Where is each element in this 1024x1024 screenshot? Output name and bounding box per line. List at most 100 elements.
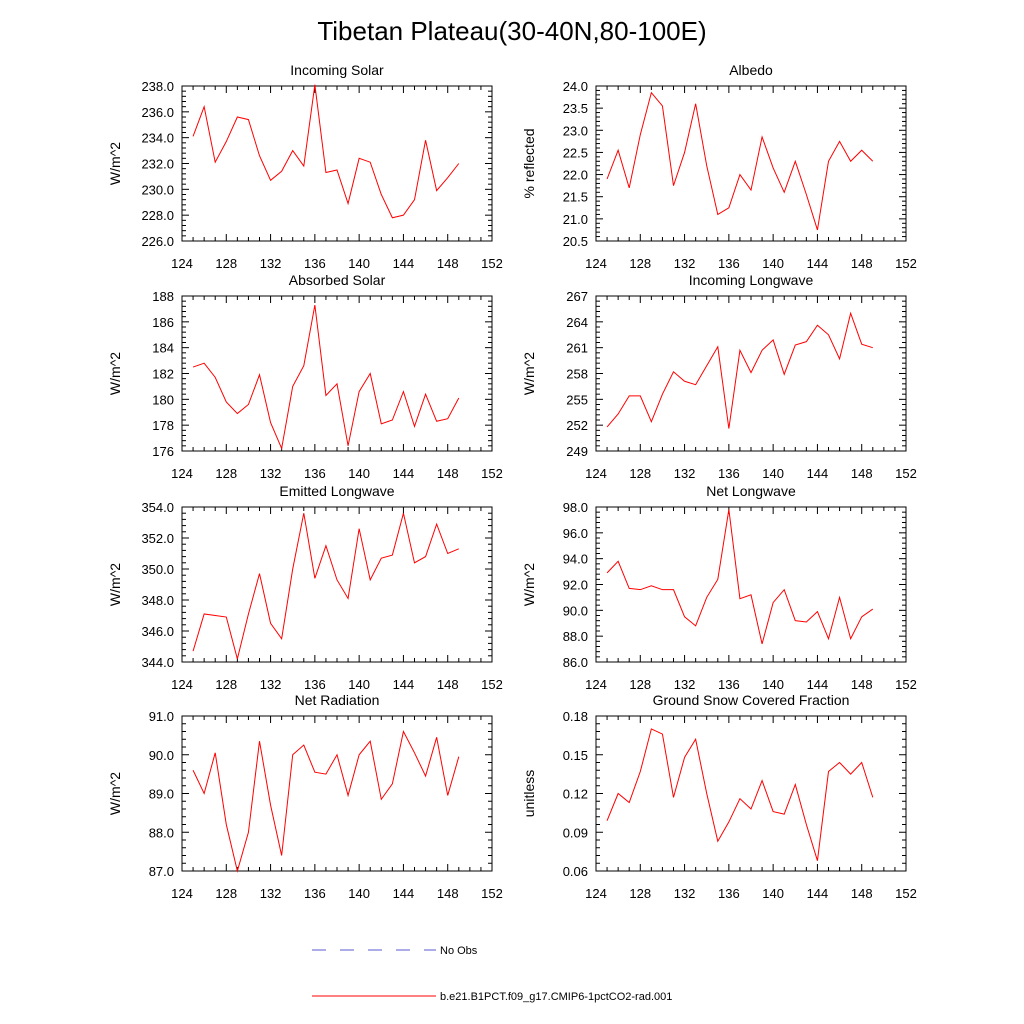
y-tick-label: 96.0	[563, 526, 588, 541]
x-tick-label: 148	[437, 886, 459, 901]
x-tick-label: 144	[393, 677, 415, 692]
y-tick-label: 98.0	[563, 500, 588, 515]
y-tick-label: 0.06	[563, 864, 588, 879]
x-tick-label: 124	[171, 886, 193, 901]
x-tick-label: 148	[851, 886, 873, 901]
panel-title: Net Radiation	[295, 692, 380, 708]
x-tick-label: 140	[762, 886, 784, 901]
y-tick-label: 258	[566, 367, 588, 382]
plot-frame	[181, 85, 493, 242]
panel-0: Incoming Solar W/m^2 124 128 132 136 140 144 148…	[107, 62, 503, 271]
x-tick-label: 144	[807, 886, 829, 901]
x-tick-label: 132	[674, 256, 696, 271]
panel-6: Net Radiation W/m^2 124 128 132 136 140 144 148 1…	[107, 692, 503, 901]
x-tick-label: 152	[481, 256, 503, 271]
x-tick-label: 144	[393, 886, 415, 901]
x-tick-label: 144	[807, 466, 829, 481]
x-tick-label: 148	[437, 677, 459, 692]
plot-frame	[181, 506, 493, 663]
y-tick-label: 232.0	[141, 157, 174, 172]
series-line	[192, 84, 460, 219]
x-tick-label: 140	[348, 886, 370, 901]
x-tick-label: 140	[348, 677, 370, 692]
series-line	[192, 513, 459, 660]
series-line	[606, 728, 874, 861]
x-tick-label: 124	[585, 256, 607, 271]
x-tick-label: 140	[762, 256, 784, 271]
y-tick-label: 252	[566, 418, 588, 433]
x-tick-label: 132	[260, 677, 282, 692]
x-tick-label: 124	[171, 256, 193, 271]
x-tick-label: 136	[718, 886, 740, 901]
plot-frame	[181, 715, 493, 872]
y-tick-label: 0.15	[563, 748, 588, 763]
panel-title: Absorbed Solar	[289, 272, 386, 288]
y-tick-label: 20.5	[563, 234, 588, 249]
y-tick-label: 348.0	[141, 593, 174, 608]
panel-3: Incoming Longwave W/m^2 124 128 132 136 140 144…	[521, 272, 917, 481]
panel-title: Net Longwave	[706, 483, 796, 499]
y-axis-label: W/m^2	[521, 563, 537, 606]
y-tick-label: 261	[566, 341, 588, 356]
panel-title: Emitted Longwave	[279, 483, 394, 499]
y-tick-label: 88.0	[563, 629, 588, 644]
x-tick-label: 152	[895, 677, 917, 692]
x-tick-label: 152	[895, 886, 917, 901]
y-tick-label: 180	[152, 392, 174, 407]
y-tick-label: 188	[152, 289, 174, 304]
y-tick-label: 238.0	[141, 79, 174, 94]
y-axis-label: W/m^2	[521, 352, 537, 395]
panel-1: Albedo % reflected 124 128 132 136 140 144 148 15…	[521, 62, 917, 271]
x-tick-label: 136	[304, 466, 326, 481]
plot-frame	[595, 506, 907, 663]
y-tick-label: 186	[152, 315, 174, 330]
y-tick-label: 90.0	[563, 603, 588, 618]
y-tick-label: 23.5	[563, 101, 588, 116]
x-tick-label: 144	[393, 256, 415, 271]
y-tick-label: 230.0	[141, 182, 174, 197]
x-tick-label: 128	[629, 466, 651, 481]
y-tick-label: 22.0	[563, 168, 588, 183]
x-tick-label: 140	[348, 256, 370, 271]
y-axis-label: W/m^2	[107, 563, 123, 606]
x-tick-label: 152	[895, 466, 917, 481]
y-axis-label: W/m^2	[107, 142, 123, 185]
y-tick-label: 267	[566, 289, 588, 304]
legend-label-no-obs: No Obs	[440, 945, 478, 957]
y-tick-label: 0.09	[563, 825, 588, 840]
y-tick-label: 176	[152, 444, 174, 459]
y-tick-label: 21.5	[563, 190, 588, 205]
x-tick-label: 144	[393, 466, 415, 481]
x-tick-label: 132	[260, 886, 282, 901]
y-tick-label: 90.0	[149, 748, 174, 763]
panel-4: Emitted Longwave W/m^2 124 128 132 136 140 144 1…	[107, 483, 503, 692]
legend-label-model: b.e21.B1PCT.f09_g17.CMIP6-1pctCO2-rad.00…	[440, 991, 672, 1003]
y-tick-label: 21.0	[563, 212, 588, 227]
y-tick-label: 89.0	[149, 787, 174, 802]
panel-5: Net Longwave W/m^2 124 128 132 136 140 144 148 15…	[521, 483, 917, 692]
x-tick-label: 148	[437, 256, 459, 271]
y-tick-label: 87.0	[149, 864, 174, 879]
x-tick-label: 152	[481, 466, 503, 481]
x-tick-label: 132	[674, 677, 696, 692]
x-tick-label: 136	[304, 256, 326, 271]
x-tick-label: 148	[851, 466, 873, 481]
panel-2: Absorbed Solar W/m^2 124 128 132 136 140 144 148…	[107, 272, 503, 481]
y-tick-label: 22.5	[563, 145, 588, 160]
y-tick-label: 226.0	[141, 234, 174, 249]
x-tick-label: 152	[481, 886, 503, 901]
x-tick-label: 124	[585, 466, 607, 481]
x-tick-label: 144	[807, 256, 829, 271]
y-tick-label: 86.0	[563, 655, 588, 670]
y-axis-label: W/m^2	[107, 772, 123, 815]
x-tick-label: 132	[674, 466, 696, 481]
series-line	[606, 91, 874, 231]
x-tick-label: 124	[171, 677, 193, 692]
y-tick-label: 350.0	[141, 562, 174, 577]
x-tick-label: 136	[718, 677, 740, 692]
panel-title: Ground Snow Covered Fraction	[653, 692, 850, 708]
x-tick-label: 124	[171, 466, 193, 481]
x-tick-label: 128	[215, 466, 237, 481]
y-tick-label: 92.0	[563, 578, 588, 593]
y-tick-label: 234.0	[141, 131, 174, 146]
